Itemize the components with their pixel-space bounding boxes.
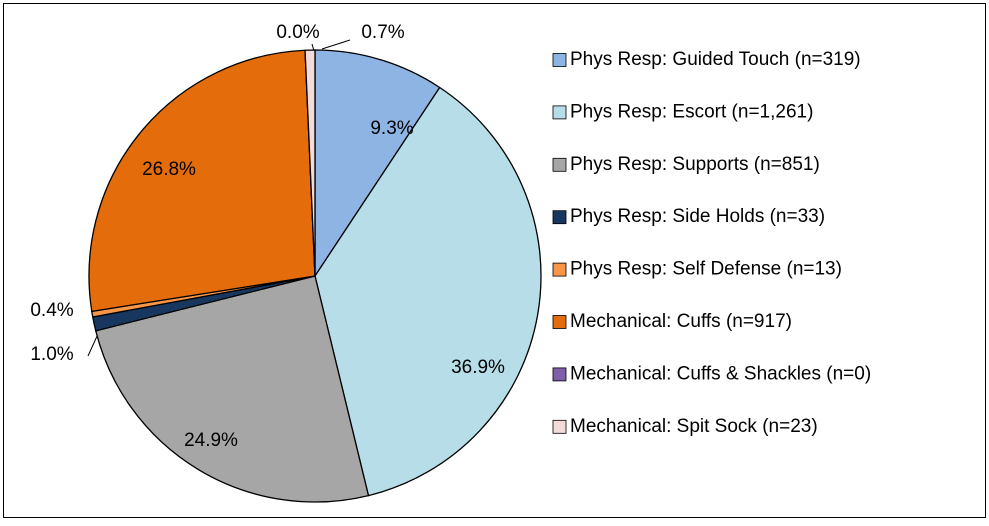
legend-label: Phys Resp: Guided Touch (n=319) [570,49,861,70]
pie-slice [88,49,316,313]
data-label: 0.4% [30,300,73,321]
data-label: 26.8% [142,159,196,180]
legend-swatch [552,315,567,329]
legend-swatch [552,210,567,225]
legend-swatch [552,53,567,67]
pie-slice [94,275,370,503]
legend-swatch [552,367,567,382]
legend-swatch [552,262,567,277]
legend-label: Phys Resp: Supports (n=851) [570,154,820,175]
pie-slice [314,49,441,279]
legend-swatch [552,105,567,120]
leader-line [87,333,99,357]
legend-label: Phys Resp: Escort (n=1,261) [570,101,813,122]
leader-line [321,39,351,50]
legend-label: Phys Resp: Side Holds (n=33) [570,206,825,227]
data-label: 1.0% [30,344,73,365]
legend-label: Mechanical: Spit Sock (n=23) [570,416,818,437]
legend-label: Mechanical: Cuffs (n=917) [570,311,792,332]
pie-slice [314,86,542,497]
data-label: 0.0% [276,22,319,43]
legend-swatch [552,157,567,172]
data-label: 0.7% [361,22,404,43]
pie-slice [304,49,316,277]
data-label: 36.9% [451,357,505,378]
legend-swatch [552,419,567,434]
legend-label: Phys Resp: Self Defense (n=13) [570,259,842,280]
data-label: 24.9% [184,430,238,451]
data-label: 9.3% [370,118,413,139]
legend-label: Mechanical: Cuffs & Shackles (n=0) [570,363,871,384]
